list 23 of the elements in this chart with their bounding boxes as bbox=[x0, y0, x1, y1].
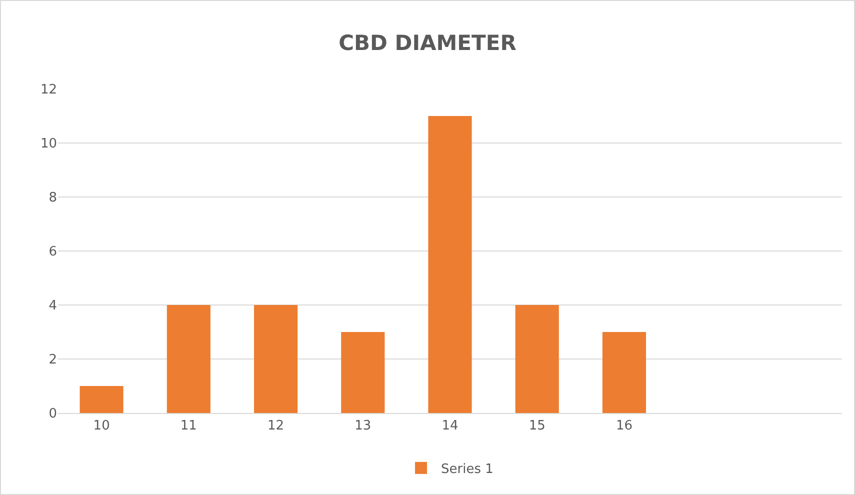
x-tick-label: 15 bbox=[528, 418, 546, 434]
x-tick-label: 13 bbox=[354, 418, 372, 434]
y-tick-label: 2 bbox=[48, 352, 57, 368]
y-tick-label: 4 bbox=[48, 298, 57, 314]
bar bbox=[602, 332, 646, 413]
y-tick-label: 10 bbox=[40, 136, 57, 152]
chart-title: CBD DIAMETER bbox=[338, 31, 516, 56]
x-tick-label: 11 bbox=[180, 418, 197, 434]
y-tick-label: 0 bbox=[48, 406, 57, 422]
bar bbox=[341, 332, 385, 413]
legend-label: Series 1 bbox=[441, 462, 494, 478]
bar bbox=[254, 305, 298, 413]
bar bbox=[428, 116, 472, 413]
x-tick-label: 16 bbox=[616, 418, 632, 434]
y-tick-label: 12 bbox=[40, 82, 57, 98]
bar bbox=[166, 305, 210, 413]
bar bbox=[515, 305, 559, 413]
x-tick-label: 14 bbox=[442, 418, 458, 434]
y-tick-label: 6 bbox=[48, 244, 57, 260]
x-tick-label: 12 bbox=[268, 418, 284, 434]
bar bbox=[80, 386, 124, 413]
y-tick-label: 8 bbox=[48, 190, 57, 206]
x-tick-label: 10 bbox=[93, 418, 110, 434]
